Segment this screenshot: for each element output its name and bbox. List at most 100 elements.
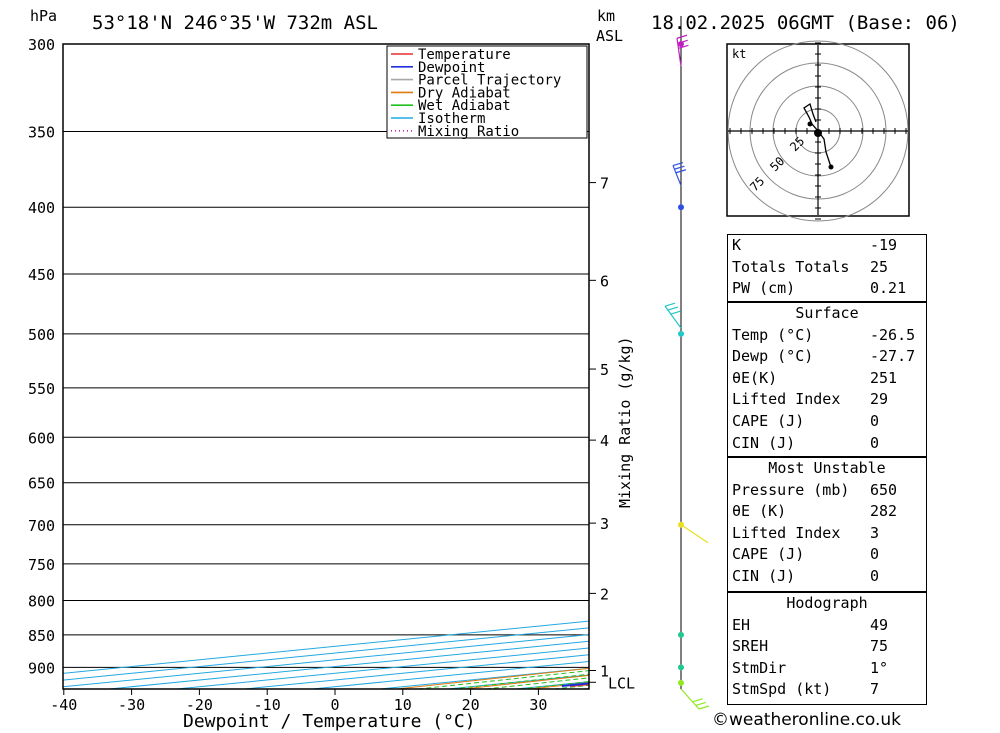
wind-barb-feather bbox=[695, 701, 706, 706]
stmspd-value: 7 bbox=[870, 680, 880, 699]
most-unstable-title: Most Unstable bbox=[768, 459, 886, 477]
x-tick-label: 30 bbox=[529, 696, 547, 714]
surface-cin-value: 0 bbox=[870, 433, 880, 452]
pressure-tick-label: 850 bbox=[28, 627, 55, 645]
wind-barb-feather bbox=[698, 705, 710, 710]
x-tick-label: 0 bbox=[330, 696, 339, 714]
legend-entry: Wet Adiabat bbox=[418, 98, 511, 114]
mu-cape-label: CAPE (J) bbox=[732, 545, 805, 564]
dry-adiabat-line bbox=[995, 53, 1000, 689]
axes: 1234681015202530035040045050055060065070… bbox=[28, 36, 635, 714]
surface-li-row: Lifted Index 29 bbox=[728, 389, 926, 411]
hodograph-point bbox=[807, 121, 813, 127]
pressure-tick-label: 650 bbox=[28, 475, 55, 493]
plot-frame bbox=[62, 43, 590, 690]
stmdir-label: StmDir bbox=[732, 658, 787, 677]
x-tick-label: 10 bbox=[394, 696, 412, 714]
mu-li-value: 3 bbox=[870, 523, 880, 542]
wind-barb-feather bbox=[667, 306, 679, 311]
pressure-tick-label: 550 bbox=[28, 380, 55, 398]
pressure-tick-label: 800 bbox=[28, 593, 55, 611]
x-tick-label: 20 bbox=[462, 696, 480, 714]
mu-pressure-row: Pressure (mb) 650 bbox=[728, 480, 926, 502]
pressure-tick-label: 350 bbox=[28, 123, 55, 141]
wind-barb-feather bbox=[674, 165, 685, 170]
credit-link[interactable]: ©weatheronline.co.uk bbox=[712, 710, 902, 730]
datetime-title: 18.02.2025 06GMT (Base: 06) bbox=[651, 12, 960, 34]
surface-cape-row: CAPE (J) 0 bbox=[728, 411, 926, 433]
km-tick-label: LCL bbox=[608, 674, 635, 692]
totals-totals-value: 25 bbox=[870, 257, 889, 276]
mixing-ratio-axis-label: Mixing Ratio (g/kg) bbox=[616, 336, 634, 508]
sreh-value: 75 bbox=[870, 637, 889, 656]
pw-label: PW (cm) bbox=[732, 279, 796, 298]
wind-barb-feather bbox=[676, 34, 688, 39]
eh-label: EH bbox=[732, 615, 751, 634]
surface-cape-value: 0 bbox=[870, 411, 880, 430]
legend-box bbox=[386, 45, 588, 139]
indices-panel: K -19 Totals Totals 25 PW (cm) 0.21 bbox=[727, 234, 927, 302]
wind-barb-feather bbox=[677, 39, 688, 44]
mu-cin-value: 0 bbox=[870, 566, 880, 585]
surface-theta-value: 251 bbox=[870, 368, 898, 387]
pressure-tick-label: 300 bbox=[28, 36, 55, 54]
hodograph-point bbox=[828, 164, 834, 170]
surface-dewp-value: -27.7 bbox=[870, 347, 916, 366]
surface-theta-row: θE(K) 251 bbox=[728, 368, 926, 390]
surface-li-value: 29 bbox=[870, 390, 889, 409]
stmdir-value: 1° bbox=[870, 658, 889, 677]
surface-title: Surface bbox=[795, 304, 859, 322]
hodograph-unit-label: kt bbox=[732, 47, 746, 61]
wind-barb-feather bbox=[672, 161, 684, 167]
surface-li-label: Lifted Index bbox=[732, 390, 841, 409]
eh-value: 49 bbox=[870, 615, 889, 634]
hodograph-storm-motion bbox=[814, 129, 822, 137]
surface-cin-row: CIN (J) 0 bbox=[728, 433, 926, 455]
pressure-tick-label: 900 bbox=[28, 659, 55, 677]
km-tick-label: 2 bbox=[600, 585, 609, 603]
surface-cape-label: CAPE (J) bbox=[732, 411, 805, 430]
surface-temp-label: Temp (°C) bbox=[732, 325, 814, 344]
pressure-tick-label: 700 bbox=[28, 517, 55, 535]
legend-entry: Dewpoint bbox=[418, 60, 485, 76]
pressure-tick-label: 450 bbox=[28, 266, 55, 284]
wind-barb bbox=[664, 305, 682, 329]
surface-dewp-label: Dewp (°C) bbox=[732, 347, 814, 366]
mu-theta-value: 282 bbox=[870, 502, 898, 521]
wind-barb-feather bbox=[664, 302, 676, 307]
mu-cape-value: 0 bbox=[870, 545, 880, 564]
wind-level-dot bbox=[678, 330, 684, 337]
wind-level-dot bbox=[678, 631, 684, 638]
wind-barb-feather bbox=[675, 169, 687, 174]
totals-totals-label: Totals Totals bbox=[732, 257, 850, 276]
pressure-tick-label: 400 bbox=[28, 199, 55, 217]
x-tick-label: -40 bbox=[50, 696, 77, 714]
wet-adiabat-line bbox=[978, 44, 1000, 689]
asl-unit-label: ASL bbox=[596, 27, 623, 45]
mu-pressure-label: Pressure (mb) bbox=[732, 480, 850, 499]
stmspd-row: StmSpd (kt) 7 bbox=[728, 679, 926, 701]
wet-adiabat-line bbox=[943, 44, 1000, 689]
stmdir-row: StmDir 1° bbox=[728, 658, 926, 680]
pw-value: 0.21 bbox=[870, 279, 907, 298]
legend-entry: Mixing Ratio bbox=[418, 124, 519, 140]
x-tick-label: -10 bbox=[254, 696, 281, 714]
km-tick-label: 6 bbox=[600, 272, 609, 290]
pressure-tick-label: 500 bbox=[28, 326, 55, 344]
km-tick-label: 5 bbox=[600, 361, 609, 379]
legend-entry: Dry Adiabat bbox=[418, 85, 511, 101]
stmspd-label: StmSpd (kt) bbox=[732, 680, 832, 699]
mu-theta-label: θE (K) bbox=[732, 502, 787, 521]
wind-level-dot bbox=[678, 664, 684, 671]
mu-cin-label: CIN (J) bbox=[732, 566, 796, 585]
wind-barb-feather bbox=[678, 44, 689, 49]
pressure-unit-label: hPa bbox=[30, 7, 57, 25]
surface-dewp-row: Dewp (°C) -27.7 bbox=[728, 346, 926, 368]
wind-barb bbox=[680, 688, 700, 710]
surface-panel: Surface Temp (°C) -26.5 Dewp (°C) -27.7 θE… bbox=[727, 302, 927, 457]
wind-level-dot bbox=[678, 204, 684, 211]
k-index-value: -19 bbox=[870, 236, 898, 254]
